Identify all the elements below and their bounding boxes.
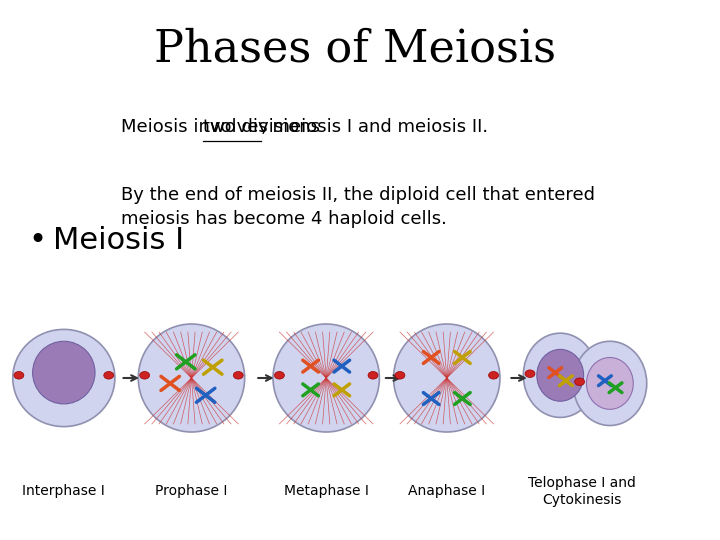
Text: Metaphase I: Metaphase I: [284, 484, 369, 498]
Circle shape: [575, 378, 585, 386]
Ellipse shape: [573, 341, 647, 426]
Text: Meiosis I: Meiosis I: [53, 226, 184, 255]
Text: •: •: [28, 226, 47, 255]
Circle shape: [525, 370, 535, 377]
Text: Interphase I: Interphase I: [22, 484, 105, 498]
Ellipse shape: [587, 357, 634, 409]
Ellipse shape: [273, 324, 379, 432]
Ellipse shape: [537, 349, 584, 401]
Circle shape: [489, 372, 498, 379]
Circle shape: [233, 372, 243, 379]
Text: By the end of meiosis II, the diploid cell that entered
meiosis has become 4 hap: By the end of meiosis II, the diploid ce…: [120, 186, 595, 228]
Ellipse shape: [138, 324, 245, 432]
Text: two divisions: two divisions: [202, 118, 320, 136]
Circle shape: [14, 372, 24, 379]
Ellipse shape: [13, 329, 115, 427]
Circle shape: [368, 372, 378, 379]
Ellipse shape: [394, 324, 500, 432]
Text: Telophase I and
Cytokinesis: Telophase I and Cytokinesis: [528, 476, 636, 507]
Text: Phases of Meiosis: Phases of Meiosis: [153, 27, 556, 70]
Text: Anaphase I: Anaphase I: [408, 484, 485, 498]
Ellipse shape: [32, 341, 95, 404]
Circle shape: [274, 372, 284, 379]
Ellipse shape: [523, 333, 597, 417]
Text: , meiosis I and meiosis II.: , meiosis I and meiosis II.: [261, 118, 487, 136]
Circle shape: [140, 372, 150, 379]
Text: Prophase I: Prophase I: [156, 484, 228, 498]
Circle shape: [395, 372, 405, 379]
Circle shape: [104, 372, 114, 379]
Text: Meiosis involves: Meiosis involves: [120, 118, 273, 136]
